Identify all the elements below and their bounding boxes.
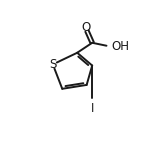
Text: I: I <box>91 102 94 114</box>
Text: OH: OH <box>111 40 129 53</box>
Text: S: S <box>49 58 57 71</box>
Text: O: O <box>81 21 90 34</box>
